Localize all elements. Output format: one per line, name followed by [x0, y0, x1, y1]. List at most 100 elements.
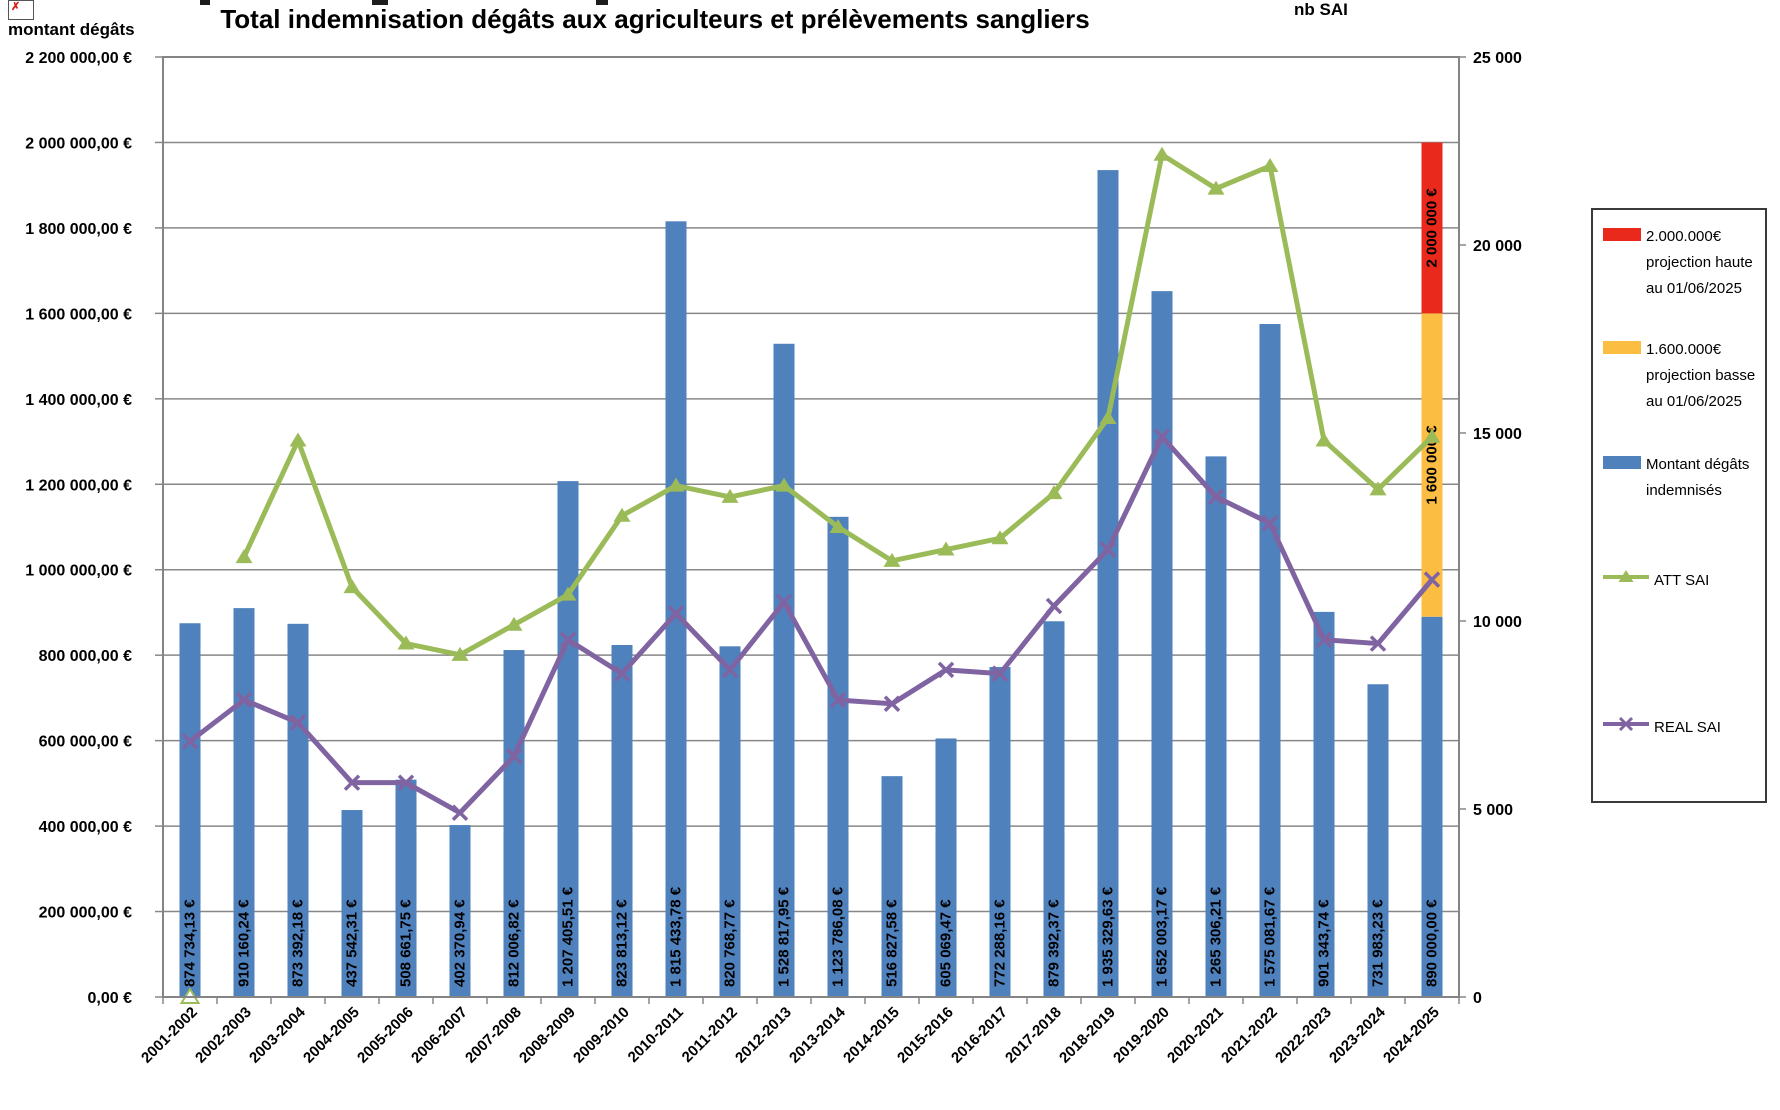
bar-value-label: 890 000,00 €: [1424, 899, 1441, 987]
bar-2022-2023[interactable]: [1313, 611, 1335, 997]
real-sai-x-marker[interactable]: [559, 631, 577, 649]
bar-2010-2011[interactable]: [665, 221, 687, 998]
bar-2005-2006[interactable]: [395, 779, 417, 997]
real-sai-x-marker[interactable]: [667, 605, 685, 622]
att-sai-triangle-marker[interactable]: [1045, 485, 1063, 500]
real-sai-x-marker[interactable]: [1099, 541, 1117, 558]
x-axis-label-2023-2024: 2023-2024: [1326, 1003, 1389, 1066]
left-axis-tick-label: 1 000 000,00 €: [25, 563, 132, 580]
left-axis-tick-label: 2 200 000,00 €: [25, 50, 132, 67]
real-sai-x-marker[interactable]: [505, 748, 523, 765]
real-sai-x-marker[interactable]: [613, 665, 631, 682]
bar-value-label: 874 734,13 €: [182, 899, 199, 987]
att-sai-triangle-marker[interactable]: [1207, 180, 1225, 195]
att-sai-triangle-marker[interactable]: [1315, 432, 1333, 447]
bar-2004-2005[interactable]: [341, 810, 363, 997]
clipped-text-fragment: [200, 0, 210, 5]
real-sai-x-marker[interactable]: [775, 593, 793, 611]
att-sai-triangle-marker[interactable]: [937, 541, 955, 556]
bar-value-label: 1 265 306,21 €: [1208, 886, 1225, 987]
bar-value-label: 879 392,37 €: [1046, 899, 1063, 987]
legend-label: ATT SAI: [1654, 572, 1710, 589]
att-sai-triangle-marker[interactable]: [559, 586, 577, 601]
att-sai-triangle-marker[interactable]: [883, 552, 901, 567]
bar-2016-2017[interactable]: [989, 667, 1011, 997]
bar-value-label: 516 827,58 €: [884, 899, 901, 987]
bar-2021-2022[interactable]: [1259, 324, 1281, 997]
broken-image-icon: ✗: [8, 0, 34, 20]
bar-value-label: 820 768,77 €: [722, 899, 739, 987]
bar-value-label: 812 006,82 €: [506, 899, 523, 987]
real-sai-x-marker[interactable]: [397, 774, 415, 791]
bar-2011-2012[interactable]: [719, 646, 741, 997]
real-sai-x-marker[interactable]: [1369, 635, 1387, 652]
real-sai-x-marker[interactable]: [721, 661, 739, 679]
real-sai-x-marker[interactable]: [991, 665, 1009, 682]
bar-2017-2018[interactable]: [1043, 621, 1065, 997]
real-sai-x-marker[interactable]: [289, 714, 307, 731]
att-sai-triangle-marker[interactable]: [721, 488, 739, 503]
bar-2020-2021[interactable]: [1205, 456, 1227, 998]
att-sai-triangle-marker[interactable]: [775, 477, 793, 492]
bar-value-label: 1 528 817,95 €: [776, 886, 793, 987]
att-sai-triangle-marker[interactable]: [1153, 146, 1171, 161]
att-sai-triangle-marker[interactable]: [1423, 428, 1441, 443]
bar-2012-2013[interactable]: [773, 343, 795, 997]
att-sai-triangle-marker[interactable]: [235, 549, 253, 564]
x-axis-label-2003-2004: 2003-2004: [246, 1003, 309, 1066]
real-sai-x-marker[interactable]: [451, 804, 469, 821]
bar-2023-2024[interactable]: [1367, 684, 1389, 997]
bar-value-label: 901 343,74 €: [1316, 899, 1333, 987]
legend-entry-projection-haute: 2.000.000€ projection haute au 01/06/202…: [1603, 224, 1753, 302]
real-sai-x-marker[interactable]: [181, 733, 199, 750]
real-sai-x-marker[interactable]: [883, 695, 901, 712]
bar-2014-2015[interactable]: [881, 776, 903, 997]
x-axis-label-2009-2010: 2009-2010: [570, 1004, 633, 1067]
bar-2019-2020[interactable]: [1151, 291, 1173, 997]
real-sai-x-marker[interactable]: [343, 774, 361, 791]
bar-2006-2007[interactable]: [449, 825, 471, 997]
real-sai-x-marker[interactable]: [937, 661, 955, 679]
real-sai-x-marker[interactable]: [1045, 597, 1063, 615]
real-sai-x-marker[interactable]: [1423, 571, 1441, 588]
bar-2015-2016[interactable]: [935, 738, 957, 997]
att-sai-triangle-marker[interactable]: [1369, 481, 1387, 496]
bar-2008-2009[interactable]: [557, 481, 579, 998]
bar-2024-2025[interactable]: [1421, 616, 1443, 997]
bar-2007-2008[interactable]: [503, 650, 525, 997]
att-sai-triangle-marker[interactable]: [343, 579, 361, 594]
real-sai-x-marker[interactable]: [1153, 428, 1171, 445]
att-sai-triangle-marker[interactable]: [397, 635, 415, 650]
att-sai-triangle-marker[interactable]: [1099, 409, 1117, 424]
left-axis-tick-label: 200 000,00 €: [39, 905, 133, 922]
legend-entry-real-sai: REAL SAI: [1603, 715, 1721, 741]
att-sai-triangle-marker[interactable]: [289, 432, 307, 447]
att-sai-triangle-marker[interactable]: [505, 616, 523, 631]
bar-2009-2010[interactable]: [611, 645, 633, 997]
real-sai-x-marker[interactable]: [235, 691, 253, 709]
bar-2013-2014[interactable]: [827, 516, 849, 997]
att-sai-triangle-marker[interactable]: [991, 530, 1009, 545]
real-sai-x-marker[interactable]: [1261, 515, 1279, 532]
real-sai-x-marker[interactable]: [1207, 488, 1225, 506]
clipped-text-fragment: [372, 0, 388, 5]
bar-2001-2002[interactable]: [179, 623, 201, 997]
att-sai-triangle-marker[interactable]: [829, 519, 847, 533]
x-axis-label-2008-2009: 2008-2009: [516, 1004, 579, 1067]
projection-segment-projection-basse[interactable]: [1421, 313, 1443, 617]
projection-segment-projection-haute[interactable]: [1421, 142, 1443, 314]
right-axis-tick-label: 25 000: [1473, 50, 1522, 67]
real-sai-x-marker[interactable]: [1315, 631, 1333, 649]
real-sai-x-marker[interactable]: [829, 691, 847, 709]
left-axis-tick-label: 1 800 000,00 €: [25, 221, 132, 238]
att-sai-triangle-marker[interactable]: [613, 507, 631, 522]
x-axis-label-2016-2017: 2016-2017: [948, 1004, 1011, 1067]
bar-2018-2019[interactable]: [1097, 170, 1119, 997]
bar-value-label: 1 123 786,08 €: [830, 886, 847, 987]
x-axis-label-2024-2025: 2024-2025: [1380, 1004, 1443, 1067]
right-axis-tick-label: 20 000: [1473, 238, 1522, 255]
att-sai-triangle-marker[interactable]: [667, 477, 685, 492]
att-sai-triangle-marker[interactable]: [451, 646, 469, 661]
att-sai-triangle-marker[interactable]: [1261, 158, 1279, 173]
